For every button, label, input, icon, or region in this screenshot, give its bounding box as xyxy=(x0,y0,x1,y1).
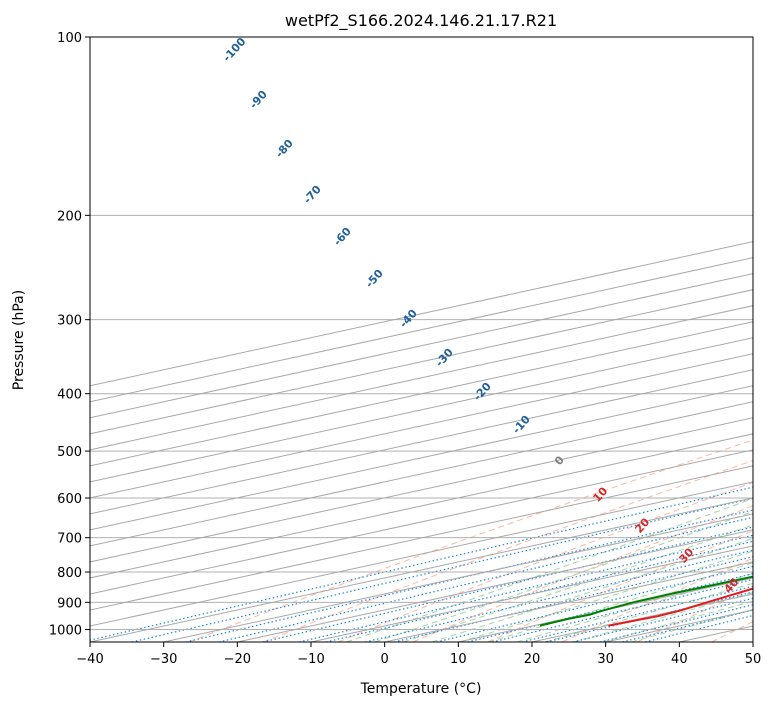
isotherm xyxy=(90,401,753,547)
y-tick-label: 100 xyxy=(57,31,82,46)
isotherm xyxy=(90,273,753,419)
mixing-ratio-line xyxy=(325,540,753,642)
mixing-ratio-line xyxy=(131,497,753,642)
y-axis-ticks: 100 200 300 400 500 600 700 800 900 1000 xyxy=(49,31,90,638)
x-tick-label: 50 xyxy=(745,652,762,667)
mixing-ratio-line xyxy=(622,609,753,642)
plot-area xyxy=(90,37,753,642)
isotherm xyxy=(90,433,753,579)
x-tick-label: −40 xyxy=(76,652,103,667)
isotherm xyxy=(752,641,753,642)
x-tick-label: 20 xyxy=(524,652,541,667)
mixing-ratio-line xyxy=(90,486,753,641)
y-axis-label: Pressure (hPa) xyxy=(11,290,27,390)
y-tick-label: 500 xyxy=(57,445,82,460)
isotherm xyxy=(90,289,753,435)
x-axis-label: Temperature (°C) xyxy=(360,681,482,697)
isotherm xyxy=(90,417,753,563)
plot-frame xyxy=(89,36,754,643)
dry-adiabat xyxy=(188,439,753,642)
isotherm xyxy=(163,513,753,642)
moist-adiabat xyxy=(516,572,753,642)
plot-background xyxy=(90,37,753,642)
isotherm xyxy=(90,241,753,387)
x-tick-label: 30 xyxy=(597,652,614,667)
skewed-isotherms xyxy=(90,241,753,642)
x-tick-label: −10 xyxy=(297,652,324,667)
y-tick-label: 1000 xyxy=(49,623,82,638)
isotherm xyxy=(90,497,753,642)
y-tick-label: 700 xyxy=(57,532,82,547)
y-tick-label: 900 xyxy=(57,596,82,611)
moist-adiabat xyxy=(402,524,753,642)
x-tick-label: 0 xyxy=(381,652,389,667)
moist-adiabat xyxy=(487,562,753,642)
moist-adiabat xyxy=(602,600,753,642)
isotherm xyxy=(90,449,753,595)
y-tick-label: 400 xyxy=(57,388,82,403)
chart-title: wetPf2_S166.2024.146.21.17.R21 xyxy=(285,11,557,31)
x-tick-label: 40 xyxy=(671,652,688,667)
isotherm xyxy=(237,529,753,642)
y-tick-label: 600 xyxy=(57,492,82,507)
dry-adiabat xyxy=(562,557,753,642)
x-axis-ticks: −40 −30 −20 −10 0 10 20 30 40 50 xyxy=(76,642,761,667)
isotherm xyxy=(90,481,753,627)
isotherm xyxy=(90,257,753,403)
mixing-ratio-line xyxy=(599,604,753,642)
x-tick-label: 10 xyxy=(450,652,467,667)
mixing-ratio-line xyxy=(394,556,753,642)
x-tick-label: −30 xyxy=(150,652,177,667)
isotherm xyxy=(90,321,753,467)
mixing-ratio-line xyxy=(299,534,753,642)
moist-adiabat xyxy=(573,591,753,642)
dry-adiabat xyxy=(487,530,753,642)
isotherm xyxy=(90,465,753,611)
mixing-ratio-line xyxy=(645,614,753,642)
isotherm xyxy=(90,337,753,483)
mixing-ratio-line xyxy=(218,516,753,642)
y-tick-label: 800 xyxy=(57,566,82,581)
x-tick-label: −20 xyxy=(224,652,251,667)
y-tick-label: 200 xyxy=(57,209,82,224)
y-tick-label: 300 xyxy=(57,314,82,329)
dry-adiabat xyxy=(263,460,753,642)
isotherm xyxy=(90,305,753,451)
mixing-ratio-lines xyxy=(90,486,753,642)
